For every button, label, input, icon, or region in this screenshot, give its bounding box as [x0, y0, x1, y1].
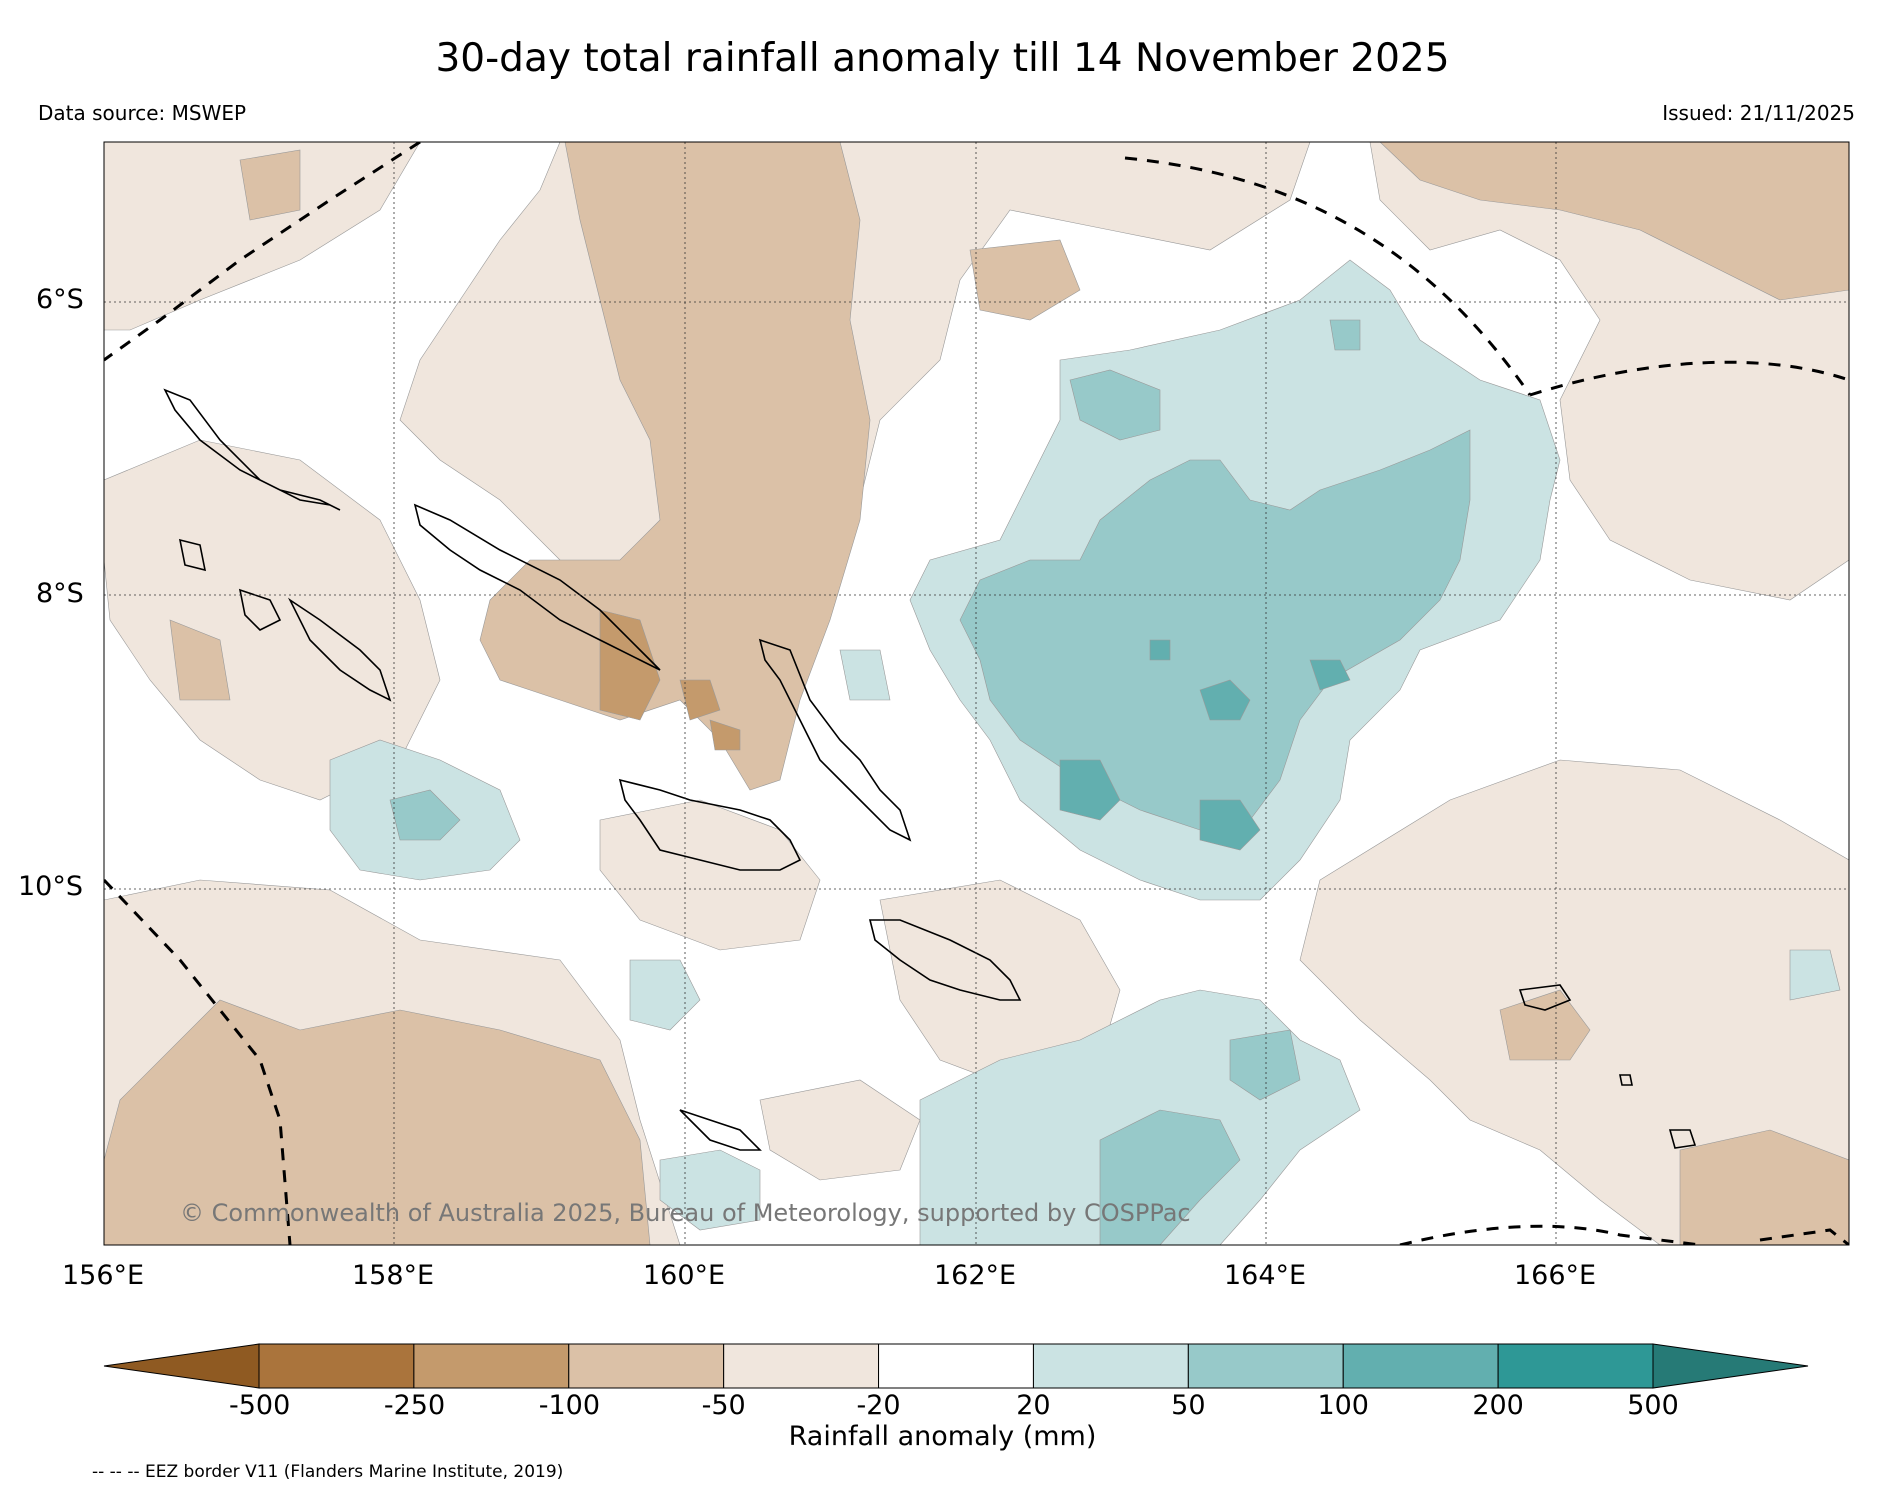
lon-label-160e: 160°E — [643, 1260, 726, 1291]
colorbar-segment — [568, 1343, 725, 1389]
eez-border — [104, 142, 1849, 1245]
lat-label-6s: 6°S — [36, 284, 84, 315]
colorbar-arrow-low — [103, 1343, 260, 1389]
colorbar-segment — [1342, 1343, 1499, 1389]
issued-date: Issued: 21/11/2025 — [1662, 101, 1855, 125]
colorbar-segment — [1032, 1343, 1189, 1389]
colorbar-segment — [723, 1343, 880, 1389]
colorbar-tick-label: -250 — [383, 1390, 446, 1421]
colorbar-tick-label: -500 — [229, 1390, 291, 1421]
graticule — [104, 142, 1849, 1245]
copyright: © Commonwealth of Australia 2025, Bureau… — [180, 1199, 1191, 1227]
colorbar-segment — [878, 1343, 1034, 1389]
anomaly-mid-wet — [389, 319, 1471, 1245]
colorbar-tick-label: -20 — [856, 1390, 901, 1421]
colorbar-arrow-high — [1652, 1343, 1809, 1389]
coastlines — [163, 388, 1697, 1151]
anomaly-strong-dry — [599, 609, 741, 751]
colorbar-segment — [258, 1343, 415, 1389]
lon-label-166e: 166°E — [1514, 1260, 1597, 1291]
map-title: 30-day total rainfall anomaly till 14 No… — [435, 36, 1450, 81]
colorbar-tick-label: -50 — [701, 1390, 746, 1421]
colorbar-segment — [1497, 1343, 1654, 1389]
colorbar-segment — [413, 1343, 570, 1389]
colorbar-tick-label: 50 — [1171, 1390, 1206, 1421]
eez-footnote: -- -- -- EEZ border V11 (Flanders Marine… — [92, 1462, 564, 1482]
colorbar-tick-label: 500 — [1627, 1390, 1679, 1421]
colorbar-title: Rainfall anomaly (mm) — [788, 1421, 1097, 1452]
lon-label-164e: 164°E — [1224, 1260, 1307, 1291]
colorbar — [103, 1343, 1809, 1389]
lon-label-156e: 156°E — [62, 1260, 145, 1291]
anomaly-mid-dry — [104, 142, 1849, 1245]
lon-label-158e: 158°E — [352, 1260, 435, 1291]
data-source: Data source: MSWEP — [38, 101, 247, 125]
colorbar-tick-label: 200 — [1472, 1390, 1524, 1421]
anomaly-strong-wet — [1059, 639, 1351, 851]
lon-label-162e: 162°E — [934, 1260, 1017, 1291]
colorbar-tick-label: -100 — [538, 1390, 601, 1421]
lat-label-8s: 8°S — [36, 578, 84, 609]
colorbar-tick-label: 20 — [1016, 1390, 1051, 1421]
colorbar-tick-label: 100 — [1317, 1390, 1369, 1421]
lat-label-10s: 10°S — [18, 871, 83, 902]
colorbar-segment — [1187, 1343, 1344, 1389]
